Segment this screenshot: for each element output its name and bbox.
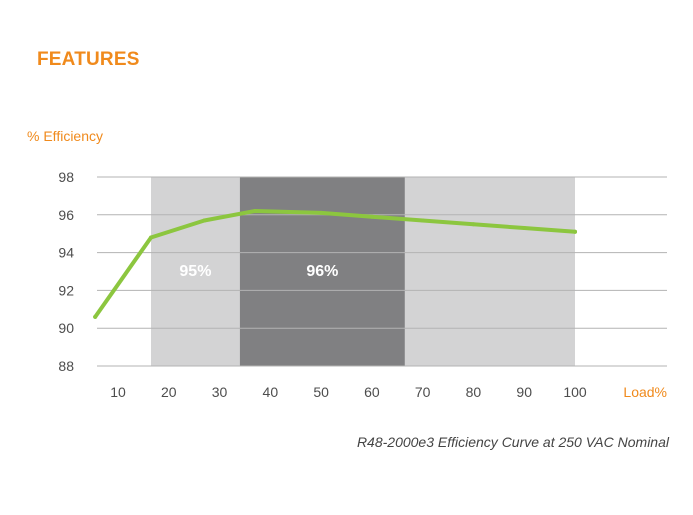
- x-tick-label-100: 100: [563, 384, 587, 400]
- data-point-6: [369, 214, 374, 219]
- section-title: FEATURES: [37, 49, 140, 70]
- series: [93, 209, 577, 319]
- y-tick-label-98: 98: [58, 169, 74, 185]
- y-tick-label-88: 88: [58, 358, 74, 374]
- x-tick-label-80: 80: [466, 384, 482, 400]
- data-point-5: [319, 210, 324, 215]
- band-label-2: 96%: [306, 263, 338, 280]
- y-tick-label-96: 96: [58, 207, 74, 223]
- x-tick-labels: 10 20 30 40 50 60 70 80 90 100: [110, 384, 587, 400]
- data-point-3: [202, 218, 207, 223]
- x-tick-label-70: 70: [415, 384, 431, 400]
- x-tick-label-40: 40: [263, 384, 279, 400]
- x-axis-label: Load%: [623, 384, 667, 400]
- load-band-2: [239, 177, 405, 366]
- x-tick-label-90: 90: [516, 384, 532, 400]
- grid-lines: [97, 176, 667, 367]
- x-tick-label-10: 10: [110, 384, 126, 400]
- x-tick-label-30: 30: [212, 384, 228, 400]
- data-point-4: [253, 209, 258, 214]
- band-label-1: 95%: [179, 263, 211, 280]
- data-point-7: [420, 218, 425, 223]
- band-labels: 95% 96%: [179, 263, 338, 280]
- x-tick-label-60: 60: [364, 384, 380, 400]
- data-point-2: [149, 235, 154, 240]
- y-tick-label-92: 92: [58, 282, 74, 298]
- y-axis-label: % Efficiency: [27, 128, 103, 144]
- data-point-9: [522, 226, 527, 231]
- load-band-3: [404, 177, 575, 366]
- x-tick-label-20: 20: [161, 384, 177, 400]
- y-tick-label-94: 94: [58, 245, 74, 261]
- load-band-1: [151, 177, 240, 366]
- data-point-10: [573, 229, 577, 234]
- efficiency-line: [93, 209, 577, 319]
- chart-caption: R48-2000e3 Efficiency Curve at 250 VAC N…: [356, 434, 669, 450]
- data-point-8: [471, 222, 476, 227]
- y-tick-labels: 88 90 92 94 96 98: [58, 169, 74, 374]
- x-tick-label-50: 50: [313, 384, 329, 400]
- data-point-1: [93, 314, 98, 319]
- load-bands: [151, 177, 575, 366]
- y-tick-label-90: 90: [58, 320, 74, 336]
